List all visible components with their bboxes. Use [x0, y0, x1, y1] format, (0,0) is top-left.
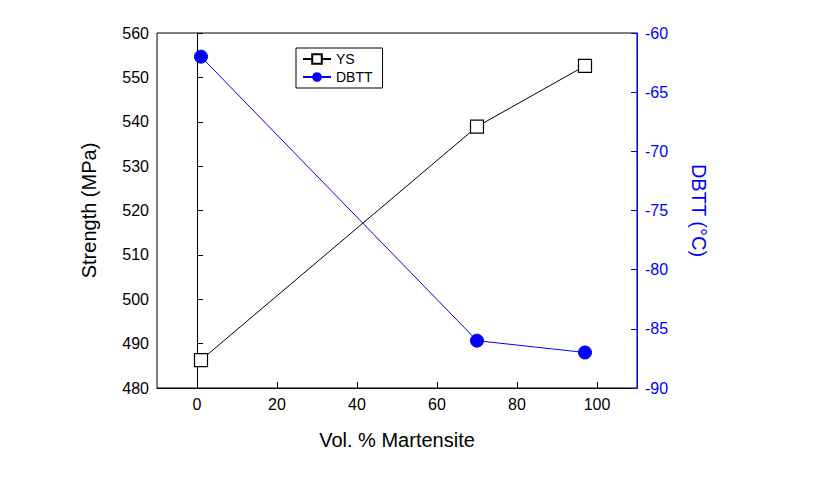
svg-text:560: 560: [122, 25, 149, 42]
svg-text:540: 540: [122, 113, 149, 130]
svg-text:100: 100: [584, 396, 611, 413]
svg-text:-85: -85: [645, 320, 668, 337]
svg-text:-65: -65: [645, 84, 668, 101]
svg-text:-70: -70: [645, 143, 668, 160]
svg-text:Strength (MPa): Strength (MPa): [78, 143, 100, 279]
svg-text:YS: YS: [336, 51, 355, 67]
svg-text:-80: -80: [645, 261, 668, 278]
svg-text:510: 510: [122, 246, 149, 263]
svg-text:20: 20: [268, 396, 286, 413]
svg-text:DBTT: DBTT: [336, 69, 373, 85]
svg-text:Vol. % Martensite: Vol. % Martensite: [319, 429, 475, 451]
svg-text:-75: -75: [645, 202, 668, 219]
svg-text:550: 550: [122, 69, 149, 86]
svg-text:480: 480: [122, 380, 149, 397]
svg-text:40: 40: [348, 396, 366, 413]
svg-text:520: 520: [122, 202, 149, 219]
svg-text:60: 60: [428, 396, 446, 413]
svg-text:500: 500: [122, 291, 149, 308]
svg-text:-60: -60: [645, 25, 668, 42]
svg-text:0: 0: [193, 396, 202, 413]
svg-text:-90: -90: [645, 380, 668, 397]
svg-text:530: 530: [122, 158, 149, 175]
svg-text:80: 80: [508, 396, 526, 413]
svg-text:490: 490: [122, 335, 149, 352]
svg-text:DBTT (°C): DBTT (°C): [688, 164, 710, 257]
